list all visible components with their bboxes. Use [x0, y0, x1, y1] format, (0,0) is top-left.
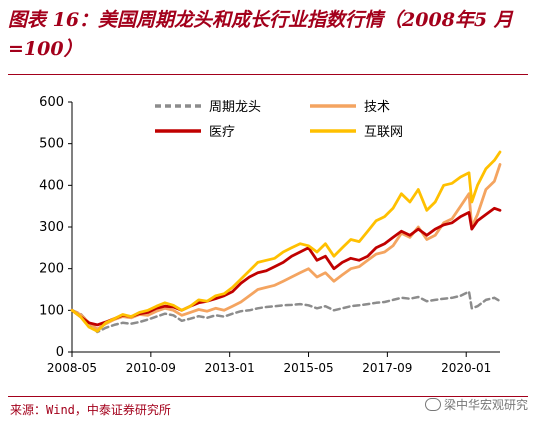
- legend-label: 互联网: [364, 125, 403, 140]
- y-tick-label: 100: [39, 303, 64, 318]
- y-tick-label: 300: [39, 220, 64, 235]
- wechat-icon: [424, 398, 441, 411]
- y-tick-label: 400: [39, 178, 64, 193]
- x-tick-label: 2017-09: [362, 361, 412, 375]
- legend-label: 周期龙头: [209, 100, 261, 115]
- title-rule: [8, 74, 528, 75]
- y-tick-label: 200: [39, 262, 64, 277]
- x-tick-label: 2010-09: [126, 361, 176, 375]
- series-line-3: [70, 206, 502, 327]
- line-chart: 0 100 200 300 400 500 600 2008-05 2010-09 2013-01…: [39, 95, 502, 375]
- series-line-4: [70, 150, 502, 333]
- source-rule: [8, 396, 528, 397]
- source-note: 来源：Wind，中泰证券研究所: [10, 403, 171, 417]
- x-tick-label: 2015-05: [283, 361, 333, 375]
- watermark-text: 梁中华宏观研究: [443, 398, 528, 412]
- y-tick-label: 500: [39, 137, 64, 152]
- watermark: 梁中华宏观研究: [424, 396, 528, 413]
- x-tick-label: 2008-05: [47, 361, 97, 375]
- chart-axes: 0 100 200 300 400 500 600 2008-05 2010-09 2013-01…: [39, 95, 500, 375]
- legend-label: 技术: [364, 100, 390, 115]
- x-tick-label: 2013-01: [205, 361, 255, 375]
- y-tick-label: 600: [39, 95, 64, 110]
- series-line-1: [70, 290, 502, 334]
- legend-label: 医疗: [209, 125, 235, 140]
- x-tick-label: 2020-01: [441, 361, 491, 375]
- chart-title: 图表 16：美国周期龙头和成长行业指数行情（2008年5 月=100）: [8, 9, 513, 60]
- y-tick-label: 0: [56, 345, 64, 360]
- series-layer: [70, 150, 502, 334]
- series-line-2: [70, 163, 502, 331]
